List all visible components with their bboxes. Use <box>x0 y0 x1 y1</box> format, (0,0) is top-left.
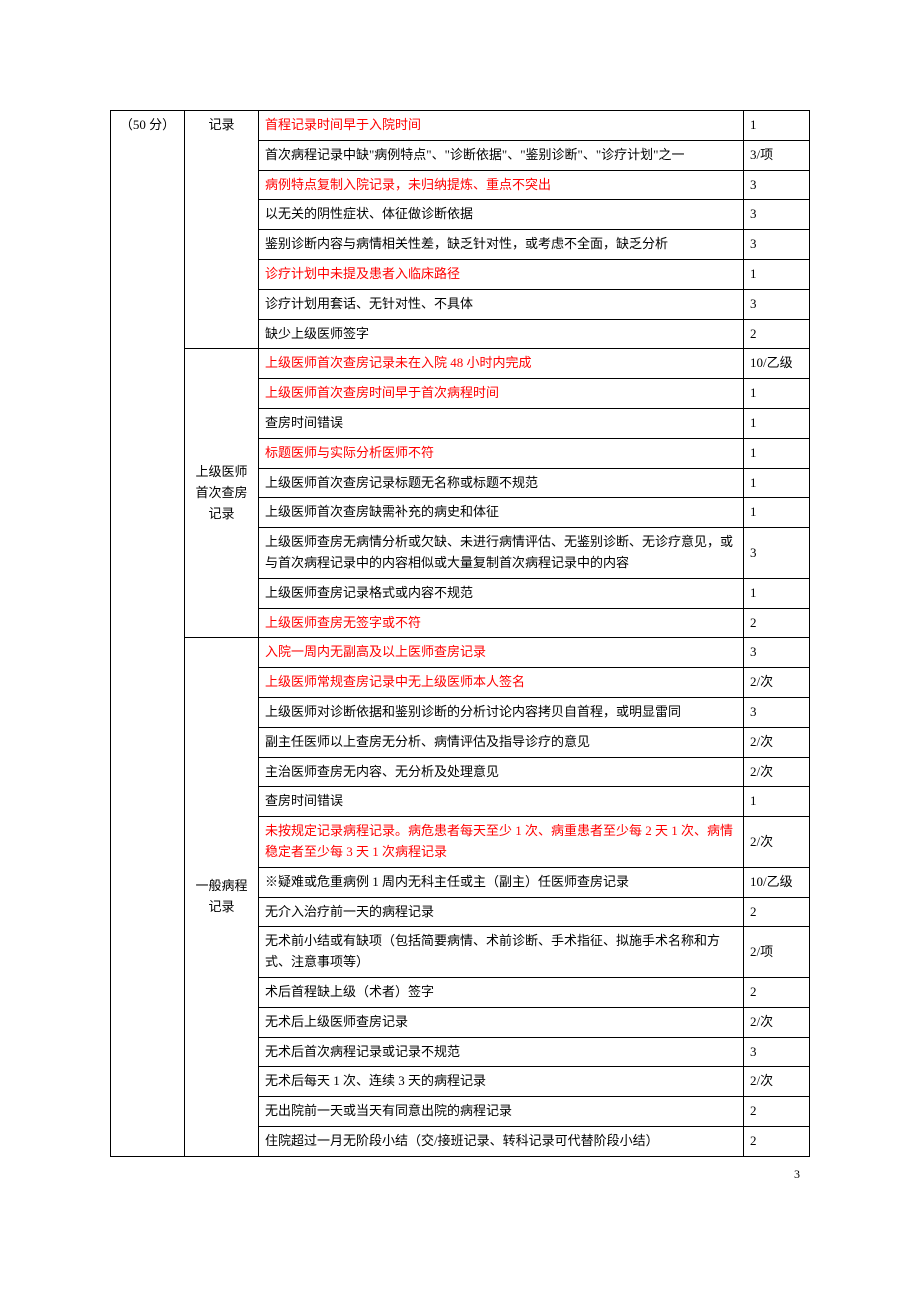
score-cell: 2/次 <box>744 668 810 698</box>
item-cell: 上级医师首次查房时间早于首次病程时间 <box>259 379 744 409</box>
item-cell: 鉴别诊断内容与病情相关性差，缺乏针对性，或考虑不全面，缺乏分析 <box>259 230 744 260</box>
item-cell: 上级医师首次查房缺需补充的病史和体征 <box>259 498 744 528</box>
score-cell: 3 <box>744 528 810 579</box>
score-cell: 2/次 <box>744 1067 810 1097</box>
item-cell: 住院超过一月无阶段小结（交/接班记录、转科记录可代替阶段小结） <box>259 1126 744 1156</box>
score-cell: 1 <box>744 787 810 817</box>
score-cell: 1 <box>744 111 810 141</box>
score-cell: 3 <box>744 170 810 200</box>
item-cell: 缺少上级医师签字 <box>259 319 744 349</box>
item-cell: 上级医师首次查房记录标题无名称或标题不规范 <box>259 468 744 498</box>
item-cell: 查房时间错误 <box>259 408 744 438</box>
score-cell: 10/乙级 <box>744 867 810 897</box>
item-cell: 主治医师查房无内容、无分析及处理意见 <box>259 757 744 787</box>
score-cell: 2 <box>744 977 810 1007</box>
item-cell: 上级医师首次查房记录未在入院 48 小时内完成 <box>259 349 744 379</box>
item-cell: 上级医师常规查房记录中无上级医师本人签名 <box>259 668 744 698</box>
score-cell: 3/项 <box>744 140 810 170</box>
score-cell: 10/乙级 <box>744 349 810 379</box>
score-cell: 3 <box>744 200 810 230</box>
page-number: 3 <box>794 1167 800 1182</box>
score-cell: 2 <box>744 1126 810 1156</box>
score-cell: 1 <box>744 498 810 528</box>
item-cell: 诊疗计划用套话、无针对性、不具体 <box>259 289 744 319</box>
item-cell: 无术后首次病程记录或记录不规范 <box>259 1037 744 1067</box>
item-cell: 标题医师与实际分析医师不符 <box>259 438 744 468</box>
score-cell: 3 <box>744 1037 810 1067</box>
scoring-table: （50 分） 记录 首程记录时间早于入院时间 1 首次病程记录中缺"病例特点"、… <box>110 110 810 1157</box>
score-cell: 3 <box>744 638 810 668</box>
table-row: 一般病程记录 入院一周内无副高及以上医师查房记录 3 <box>111 638 810 668</box>
item-cell: ※疑难或危重病例 1 周内无科主任或主（副主）任医师查房记录 <box>259 867 744 897</box>
score-cell: 1 <box>744 408 810 438</box>
score-cell: 1 <box>744 259 810 289</box>
item-cell: 上级医师查房无病情分析或欠缺、未进行病情评估、无鉴别诊断、无诊疗意见，或与首次病… <box>259 528 744 579</box>
item-cell: 病例特点复制入院记录，未归纳提炼、重点不突出 <box>259 170 744 200</box>
score-cell: 3 <box>744 230 810 260</box>
score-cell: 2 <box>744 319 810 349</box>
score-cell: 2 <box>744 608 810 638</box>
subsection-cell: 一般病程记录 <box>185 638 259 1156</box>
score-cell: 1 <box>744 438 810 468</box>
table-row: （50 分） 记录 首程记录时间早于入院时间 1 <box>111 111 810 141</box>
item-cell: 未按规定记录病程记录。病危患者每天至少 1 次、病重患者至少每 2 天 1 次、… <box>259 817 744 868</box>
item-cell: 无术后每天 1 次、连续 3 天的病程记录 <box>259 1067 744 1097</box>
item-cell: 首程记录时间早于入院时间 <box>259 111 744 141</box>
score-cell: 2 <box>744 1097 810 1127</box>
score-cell: 1 <box>744 578 810 608</box>
subsection-cell: 记录 <box>185 111 259 349</box>
item-cell: 无出院前一天或当天有同意出院的病程记录 <box>259 1097 744 1127</box>
page-container: （50 分） 记录 首程记录时间早于入院时间 1 首次病程记录中缺"病例特点"、… <box>0 0 920 1302</box>
item-cell: 无术后上级医师查房记录 <box>259 1007 744 1037</box>
item-cell: 诊疗计划中未提及患者入临床路径 <box>259 259 744 289</box>
score-cell: 3 <box>744 289 810 319</box>
score-cell: 2/次 <box>744 757 810 787</box>
item-cell: 上级医师查房无签字或不符 <box>259 608 744 638</box>
item-cell: 查房时间错误 <box>259 787 744 817</box>
item-cell: 以无关的阴性症状、体征做诊断依据 <box>259 200 744 230</box>
item-cell: 术后首程缺上级（术者）签字 <box>259 977 744 1007</box>
score-cell: 3 <box>744 697 810 727</box>
item-cell: 上级医师查房记录格式或内容不规范 <box>259 578 744 608</box>
item-cell: 首次病程记录中缺"病例特点"、"诊断依据"、"鉴别诊断"、"诊疗计划"之一 <box>259 140 744 170</box>
item-cell: 无介入治疗前一天的病程记录 <box>259 897 744 927</box>
item-cell: 上级医师对诊断依据和鉴别诊断的分析讨论内容拷贝自首程，或明显雷同 <box>259 697 744 727</box>
section-cell: （50 分） <box>111 111 185 1157</box>
score-cell: 2/次 <box>744 817 810 868</box>
item-cell: 无术前小结或有缺项（包括简要病情、术前诊断、手术指征、拟施手术名称和方式、注意事… <box>259 927 744 978</box>
score-cell: 1 <box>744 468 810 498</box>
score-cell: 2/项 <box>744 927 810 978</box>
score-cell: 1 <box>744 379 810 409</box>
item-cell: 副主任医师以上查房无分析、病情评估及指导诊疗的意见 <box>259 727 744 757</box>
score-cell: 2 <box>744 897 810 927</box>
score-cell: 2/次 <box>744 1007 810 1037</box>
subsection-cell: 上级医师首次查房记录 <box>185 349 259 638</box>
score-cell: 2/次 <box>744 727 810 757</box>
item-cell: 入院一周内无副高及以上医师查房记录 <box>259 638 744 668</box>
table-row: 上级医师首次查房记录 上级医师首次查房记录未在入院 48 小时内完成 10/乙级 <box>111 349 810 379</box>
